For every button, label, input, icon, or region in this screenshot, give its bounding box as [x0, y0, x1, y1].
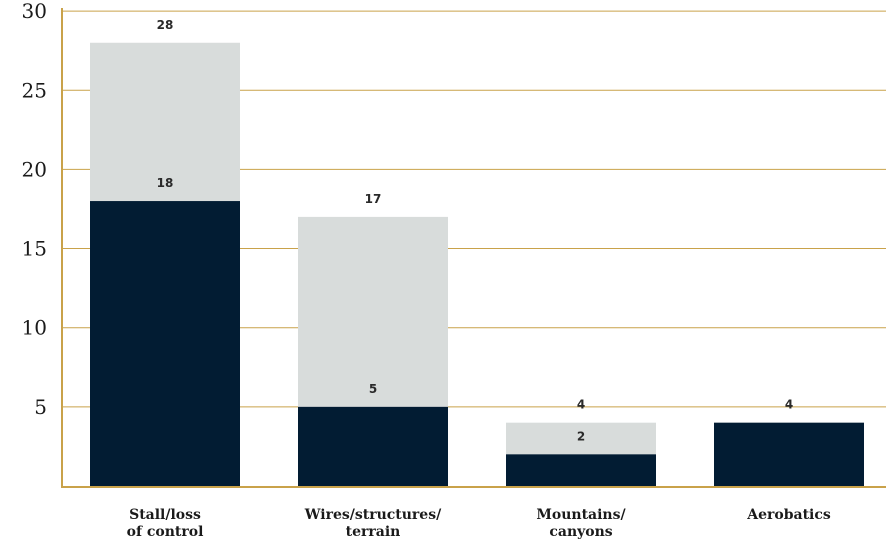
bars [90, 42, 864, 486]
data-label: 5 [369, 382, 377, 396]
data-label: 4 [577, 398, 585, 412]
x-category-label: terrain [346, 524, 401, 540]
bar-series-2-category-4 [714, 422, 864, 486]
data-label: 18 [157, 176, 174, 190]
y-tick-label: 15 [22, 237, 47, 261]
y-tick-label: 25 [22, 78, 47, 102]
y-tick-label: 20 [22, 157, 47, 181]
data-label: 4 [785, 398, 793, 412]
y-tick-label: 30 [22, 0, 47, 23]
y-tick-label: 5 [34, 395, 47, 419]
data-label: 17 [365, 192, 382, 206]
data-label: 2 [577, 429, 585, 443]
y-axis-ticks: 5 10 15 20 25 30 [22, 0, 47, 419]
x-category-label: Aerobatics [746, 507, 831, 523]
bar-series-2-category-1 [90, 201, 240, 486]
x-category-label: Wires/structures/ [304, 507, 442, 523]
bar-series-2-category-2 [298, 406, 448, 486]
x-category-label: Stall/loss [129, 507, 201, 523]
x-category-label: of control [127, 524, 204, 540]
data-label: 28 [157, 18, 174, 32]
bar-series-2-category-3 [506, 454, 656, 486]
y-tick-label: 10 [22, 316, 47, 340]
x-category-label: canyons [549, 524, 612, 540]
data-labels: 28 18 17 5 4 2 4 [157, 18, 794, 444]
x-category-label: Mountains/ [536, 507, 626, 523]
